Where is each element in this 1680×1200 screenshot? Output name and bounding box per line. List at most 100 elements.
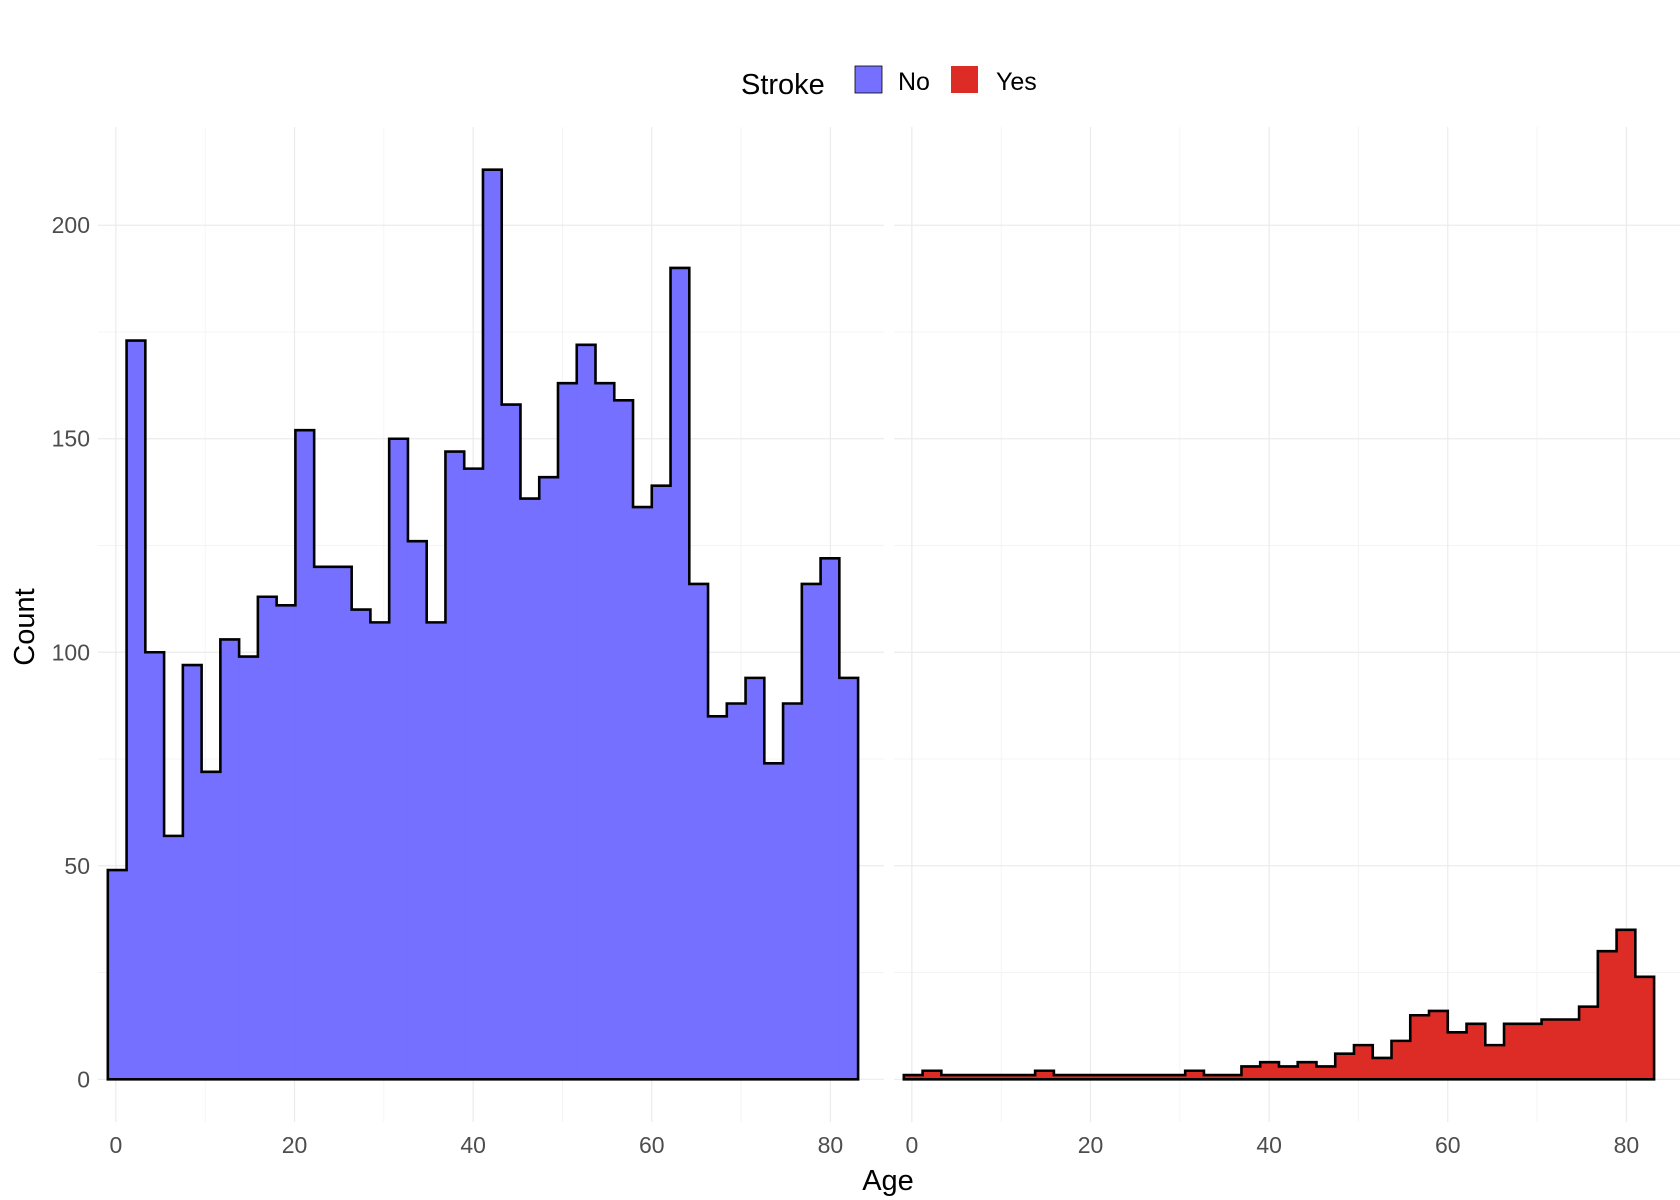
- histogram-bar: [482, 169, 503, 1080]
- histogram-bar: [726, 703, 747, 1080]
- histogram-bar: [1128, 1075, 1149, 1080]
- panels: 0 20 40 60 80 0 50 100 150 200 0 20 40 60 80: [52, 127, 1680, 1158]
- histogram-bar: [1297, 1062, 1318, 1080]
- y-axis-title: Count: [9, 588, 41, 665]
- x-tick-label: 80: [1614, 1132, 1640, 1158]
- histogram-bar: [1353, 1045, 1374, 1080]
- histogram-bar: [389, 438, 409, 1080]
- histogram-bar: [801, 583, 822, 1080]
- x-tick-label: 20: [1078, 1132, 1104, 1158]
- y-tick-label: 100: [52, 639, 90, 665]
- histogram-bar: [1597, 951, 1618, 1080]
- histogram-bar: [633, 507, 653, 1080]
- histogram-bar: [1035, 1070, 1055, 1080]
- histogram-bar: [576, 344, 597, 1080]
- histogram-bar: [1260, 1062, 1280, 1080]
- histogram-bar: [351, 609, 372, 1080]
- x-tick-label: 60: [639, 1132, 665, 1158]
- histogram-bar: [1410, 1015, 1430, 1080]
- histogram-bar: [978, 1075, 999, 1080]
- histogram-bar: [1166, 1075, 1186, 1080]
- histogram-bar: [220, 639, 240, 1080]
- histogram-bar: [670, 267, 690, 1080]
- y-tick-label: 150: [52, 426, 90, 452]
- histogram-bar: [520, 498, 540, 1080]
- histogram-bar: [1560, 1019, 1580, 1080]
- histogram-bar: [1203, 1075, 1224, 1080]
- histogram-bar: [922, 1070, 942, 1080]
- histogram-bar: [1053, 1075, 1074, 1080]
- histogram-bar: [295, 430, 315, 1080]
- histogram-bar: [445, 451, 465, 1080]
- histogram-bar: [314, 566, 334, 1080]
- histogram-bar: [407, 541, 428, 1080]
- histogram-bar: [1466, 1023, 1486, 1080]
- histogram-bar: [595, 383, 615, 1080]
- x-tick-label: 0: [109, 1132, 122, 1158]
- histogram-bar: [1147, 1075, 1168, 1080]
- y-tick-label: 50: [64, 853, 90, 879]
- histogram-bar: [332, 566, 353, 1080]
- histogram-bar: [239, 656, 259, 1080]
- panel-yes: 0 20 40 60 80: [894, 127, 1680, 1158]
- y-tick-label: 0: [77, 1066, 90, 1092]
- histogram-bar: [539, 477, 559, 1080]
- histogram-bar: [1222, 1075, 1243, 1080]
- histogram-outline: [902, 928, 1656, 1081]
- histogram-bar: [1072, 1075, 1092, 1080]
- histogram-bar: [1372, 1057, 1393, 1080]
- histogram-bar: [370, 622, 390, 1080]
- histogram-bar: [997, 1075, 1017, 1080]
- histogram-bar: [1110, 1075, 1130, 1080]
- histogram-bar: [1278, 1066, 1299, 1080]
- legend-swatch-yes: [951, 66, 978, 93]
- legend-swatch-no: [854, 65, 883, 94]
- histogram-bar: [839, 677, 859, 1080]
- histogram-bar: [651, 485, 672, 1080]
- histogram-bar: [1429, 1010, 1449, 1080]
- x-tick-label: 40: [460, 1132, 486, 1158]
- histogram-bar: [426, 622, 447, 1080]
- x-tick-label: 0: [905, 1132, 918, 1158]
- x-tick-label: 80: [818, 1132, 844, 1158]
- histogram-bar: [764, 763, 784, 1080]
- histogram-bar: [903, 1075, 924, 1080]
- histogram-outline: [106, 168, 860, 1081]
- histogram-bar: [1504, 1023, 1524, 1080]
- histogram-bar: [126, 340, 146, 1080]
- x-tick-label: 40: [1256, 1132, 1282, 1158]
- histogram-bar: [1579, 1006, 1599, 1080]
- histogram-bar: [614, 400, 634, 1080]
- histogram-bar: [745, 677, 765, 1080]
- histogram-bar: [941, 1075, 961, 1080]
- histogram-bar: [257, 596, 278, 1080]
- histogram-bar: [464, 468, 484, 1080]
- legend-label-yes: Yes: [996, 68, 1037, 96]
- histogram-bar: [1316, 1066, 1336, 1080]
- legend: Stroke No Yes: [741, 65, 1037, 101]
- histogram-bar: [182, 665, 203, 1080]
- histogram-bar: [557, 383, 578, 1080]
- panel-no: 0 20 40 60 80 0 50 100 150 200: [52, 127, 884, 1158]
- histogram-bar: [276, 605, 296, 1080]
- histogram-bar: [501, 404, 522, 1080]
- histogram-bar: [201, 771, 221, 1080]
- histogram-bar: [1391, 1040, 1411, 1080]
- histogram-bar: [1616, 929, 1636, 1080]
- x-tick-label: 20: [282, 1132, 308, 1158]
- histogram-bar: [1335, 1053, 1355, 1080]
- histogram-bar: [1485, 1045, 1505, 1080]
- histogram-bar: [960, 1075, 980, 1080]
- histogram-bar: [1185, 1070, 1205, 1080]
- histogram-bar: [1091, 1075, 1111, 1080]
- histogram-bar: [145, 652, 165, 1080]
- x-tick-label: 60: [1435, 1132, 1461, 1158]
- histogram-bar: [1541, 1019, 1561, 1080]
- histogram-bar: [1522, 1023, 1543, 1080]
- histogram-bar: [1447, 1032, 1468, 1080]
- histogram-bar: [689, 583, 709, 1080]
- histogram-bar: [783, 703, 803, 1080]
- histogram-bar: [1016, 1075, 1036, 1080]
- histogram-bar: [107, 870, 128, 1080]
- histogram-bar: [1241, 1066, 1261, 1080]
